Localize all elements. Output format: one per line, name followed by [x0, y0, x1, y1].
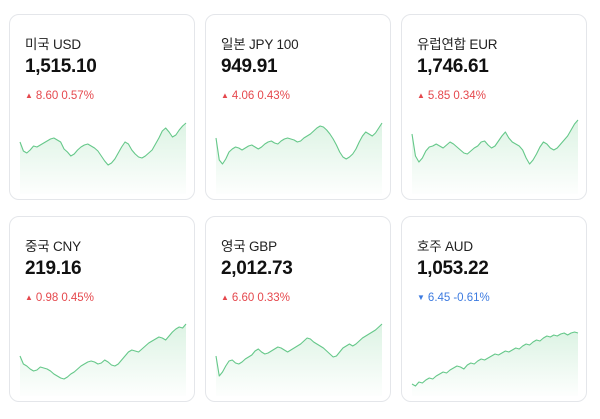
sparkline-line: [411, 119, 579, 165]
exchange-rate: 1,746.61: [417, 56, 489, 77]
sparkline-chart: [215, 323, 383, 396]
exchange-rate: 219.16: [25, 258, 82, 279]
triangle-up-icon: ▲: [221, 91, 229, 100]
change-percent: 0.57%: [61, 90, 94, 102]
sparkline-area: [216, 123, 382, 194]
change-percent: -0.61%: [453, 292, 490, 304]
rate-change: ▼ 6.45 -0.61%: [417, 292, 490, 304]
sparkline-line: [19, 122, 187, 166]
sparkline-line: [19, 323, 187, 380]
sparkline-chart: [19, 323, 187, 396]
triangle-up-icon: ▲: [25, 91, 33, 100]
sparkline-line: [411, 331, 579, 387]
rate-card-jpy[interactable]: 일본 JPY 100 949.91 ▲ 4.06 0.43%: [205, 14, 391, 200]
currency-name: 일본 JPY 100: [221, 37, 299, 52]
sparkline-area: [412, 332, 578, 396]
change-percent: 0.43%: [257, 90, 290, 102]
currency-name: 유럽연합 EUR: [417, 37, 498, 52]
sparkline-chart: [411, 331, 579, 396]
sparkline-chart: [19, 122, 187, 194]
sparkline-area: [412, 120, 578, 194]
rate-card-usd[interactable]: 미국 USD 1,515.10 ▲ 8.60 0.57%: [9, 14, 195, 200]
currency-name: 영국 GBP: [221, 239, 277, 254]
rate-change: ▲ 4.06 0.43%: [221, 90, 290, 102]
exchange-rate: 1,053.22: [417, 258, 489, 279]
triangle-up-icon: ▲: [25, 293, 33, 302]
rate-change: ▲ 5.85 0.34%: [417, 90, 486, 102]
rate-card-cny[interactable]: 중국 CNY 219.16 ▲ 0.98 0.45%: [9, 216, 195, 402]
sparkline-area: [20, 324, 186, 396]
sparkline-chart: [215, 122, 383, 194]
change-amount: 0.98: [35, 292, 59, 304]
change-percent: 0.33%: [257, 292, 290, 304]
rate-card-eur[interactable]: 유럽연합 EUR 1,746.61 ▲ 5.85 0.34%: [401, 14, 587, 200]
exchange-rate: 2,012.73: [221, 258, 293, 279]
exchange-rate: 949.91: [221, 56, 278, 77]
sparkline-line: [215, 122, 383, 165]
change-percent: 0.45%: [61, 292, 94, 304]
exchange-rate: 1,515.10: [25, 56, 97, 77]
change-amount: 6.60: [231, 292, 255, 304]
triangle-up-icon: ▲: [417, 91, 425, 100]
rate-change: ▲ 8.60 0.57%: [25, 90, 94, 102]
currency-name: 호주 AUD: [417, 239, 473, 254]
rate-card-aud[interactable]: 호주 AUD 1,053.22 ▼ 6.45 -0.61%: [401, 216, 587, 402]
currency-name: 미국 USD: [25, 37, 81, 52]
sparkline-chart: [411, 119, 579, 194]
rate-change: ▲ 6.60 0.33%: [221, 292, 290, 304]
triangle-up-icon: ▲: [221, 293, 229, 302]
rate-card-gbp[interactable]: 영국 GBP 2,012.73 ▲ 6.60 0.33%: [205, 216, 391, 402]
currency-name: 중국 CNY: [25, 239, 81, 254]
change-percent: 0.34%: [453, 90, 486, 102]
change-amount: 8.60: [35, 90, 59, 102]
change-amount: 6.45: [427, 292, 451, 304]
change-amount: 4.06: [231, 90, 255, 102]
sparkline-line: [215, 323, 383, 377]
triangle-down-icon: ▼: [417, 293, 425, 302]
change-amount: 5.85: [427, 90, 451, 102]
rate-change: ▲ 0.98 0.45%: [25, 292, 94, 304]
sparkline-area: [216, 324, 382, 396]
